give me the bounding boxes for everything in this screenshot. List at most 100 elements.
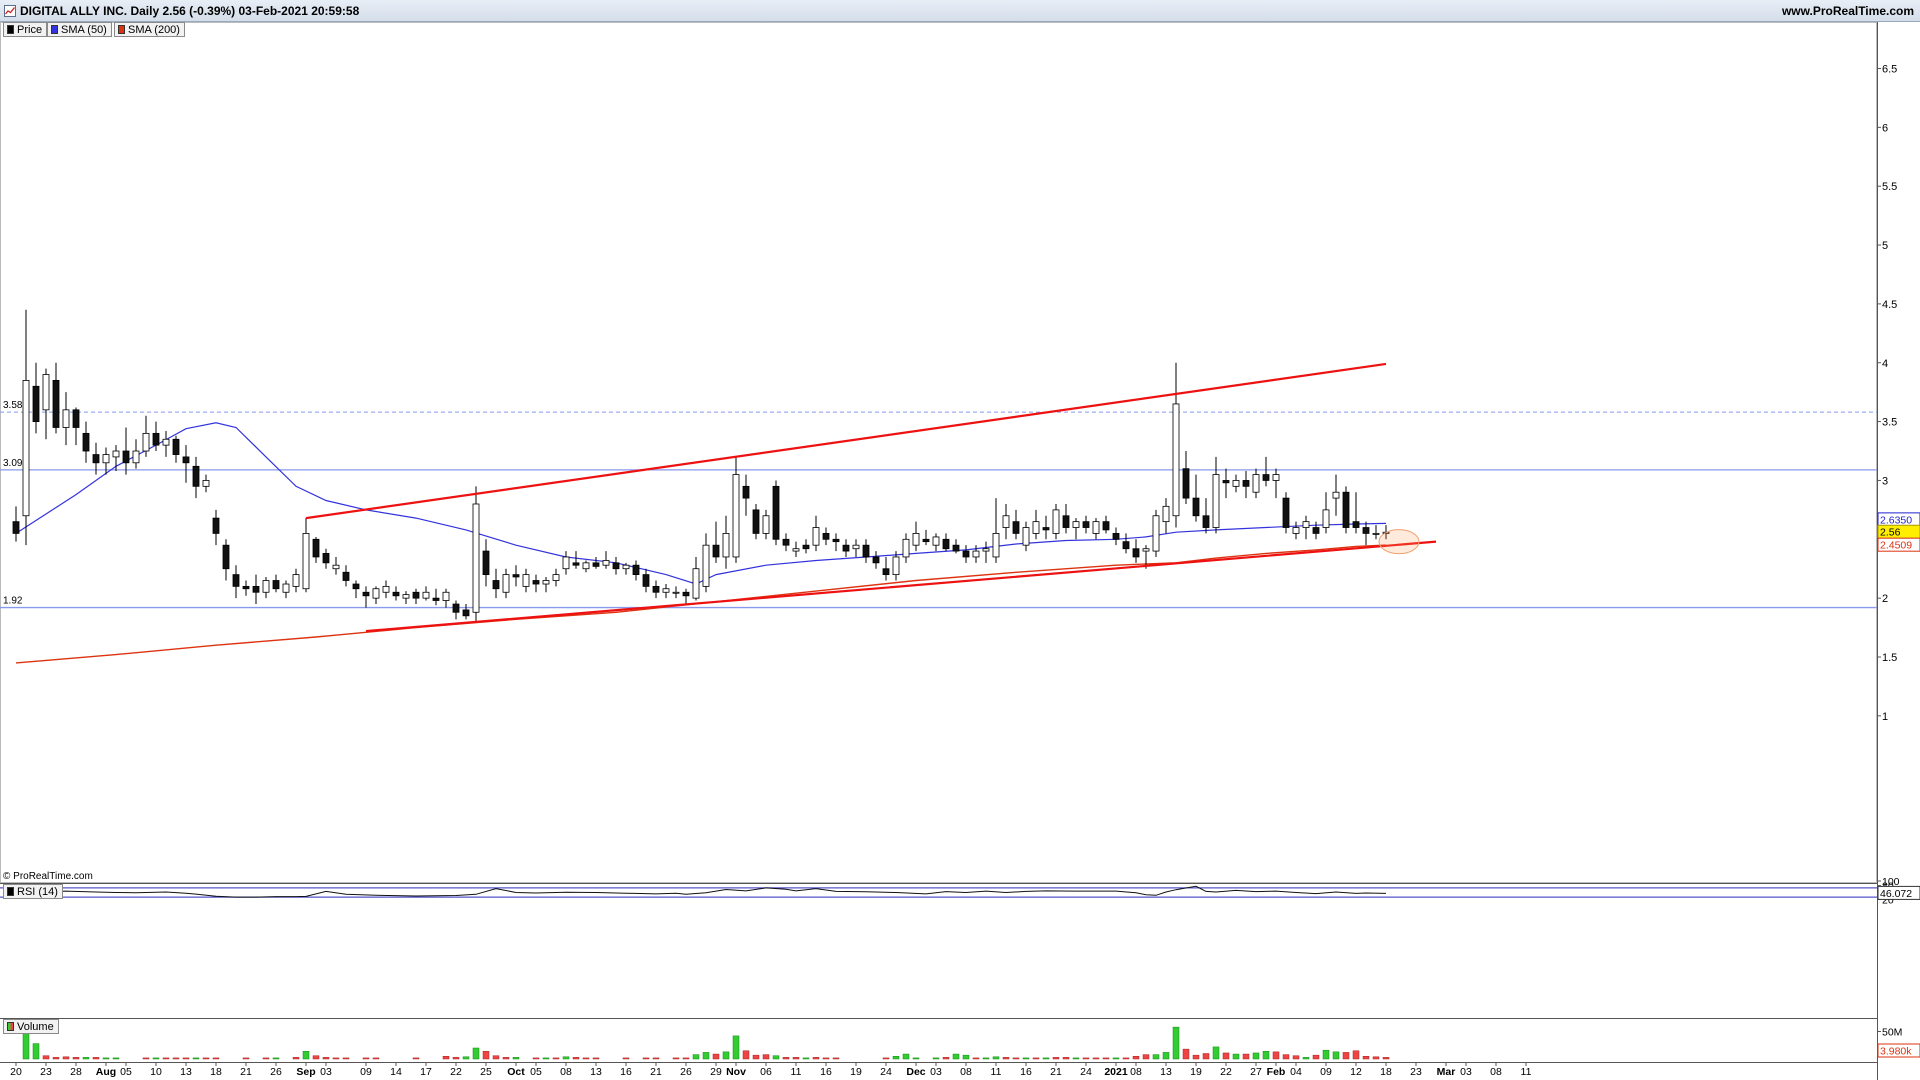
x-tick-label: 26 xyxy=(270,1066,282,1078)
x-tick-label: Feb xyxy=(1267,1066,1286,1078)
candlestick xyxy=(392,591,400,597)
volume-bar xyxy=(192,1057,200,1060)
x-tick-label: 11 xyxy=(1521,1066,1532,1078)
volume-bar xyxy=(762,1054,770,1060)
candlestick xyxy=(1232,480,1240,487)
x-tick-label: 06 xyxy=(760,1066,772,1078)
y-tick-label: 6.5 xyxy=(1882,64,1897,76)
candlestick xyxy=(1252,474,1260,493)
volume-bar xyxy=(1192,1054,1200,1060)
candlestick xyxy=(1342,491,1350,528)
volume-bar xyxy=(902,1053,910,1060)
x-tick-label: Dec xyxy=(906,1066,925,1078)
candlestick xyxy=(152,432,160,446)
volume-bar xyxy=(532,1057,540,1060)
candlestick xyxy=(262,580,270,593)
candlestick xyxy=(872,556,880,564)
volume-bar xyxy=(752,1054,760,1060)
y-tick-label: 2 xyxy=(1882,593,1888,605)
sma50-line xyxy=(15,422,1387,585)
rsi-value-label: 46.072 xyxy=(1880,888,1912,900)
candlestick xyxy=(492,580,500,590)
volume-bar xyxy=(832,1057,840,1060)
volume-bar xyxy=(302,1051,310,1060)
candlestick xyxy=(32,385,40,423)
x-tick-label: 28 xyxy=(70,1066,82,1078)
y-tick-label: 6 xyxy=(1882,122,1888,134)
y-tick-label: 3.5 xyxy=(1882,417,1897,429)
chart-area[interactable]: 11.522.533.544.555.566.577.53.583.091.92… xyxy=(0,22,1920,1080)
volume-bar xyxy=(1322,1049,1330,1060)
volume-bar xyxy=(672,1057,680,1060)
x-tick-label: 24 xyxy=(880,1066,892,1078)
y-tick-label: 5 xyxy=(1882,240,1888,252)
volume-bar xyxy=(642,1057,650,1060)
legend-price[interactable]: Price xyxy=(3,22,48,37)
legend-sma200[interactable]: SMA (200) xyxy=(114,22,185,37)
candlestick xyxy=(422,591,430,599)
legend-price-label: Price xyxy=(17,24,43,36)
x-tick-label: 12 xyxy=(1350,1066,1362,1078)
candlestick xyxy=(52,380,60,428)
candlestick xyxy=(1152,515,1160,552)
candlestick xyxy=(652,585,660,593)
volume-bar xyxy=(172,1057,180,1060)
x-tick-label: 26 xyxy=(680,1066,692,1078)
candlestick xyxy=(552,574,560,581)
volume-bar xyxy=(1292,1055,1300,1060)
candlestick xyxy=(632,564,640,576)
trendline xyxy=(305,362,1387,520)
candlestick xyxy=(42,374,50,411)
volume-bar xyxy=(712,1053,720,1060)
candlestick xyxy=(592,562,600,567)
candlestick xyxy=(292,574,300,587)
horizontal-level-label: 3.58 xyxy=(3,400,23,411)
x-tick-label: 04 xyxy=(1290,1066,1302,1078)
candlestick xyxy=(1282,497,1290,528)
volume-bar xyxy=(92,1057,100,1060)
candlestick xyxy=(1142,548,1150,552)
legend-sma50[interactable]: SMA (50) xyxy=(47,22,112,37)
volume-bar xyxy=(772,1055,780,1060)
candlestick xyxy=(532,580,540,585)
trendline xyxy=(365,540,1437,633)
volume-bar xyxy=(152,1057,160,1060)
candlestick xyxy=(472,503,480,613)
volume-bar xyxy=(562,1056,570,1060)
candlestick xyxy=(1332,491,1340,499)
candlestick xyxy=(942,538,950,550)
volume-bar xyxy=(1092,1057,1100,1060)
legend-sma50-label: SMA (50) xyxy=(61,24,107,36)
volume-bar xyxy=(1002,1057,1010,1060)
volume-bar xyxy=(272,1057,280,1060)
copyright-label: © ProRealTime.com xyxy=(3,871,93,882)
candlestick xyxy=(992,533,1000,558)
candlestick xyxy=(1082,521,1090,528)
volume-bar xyxy=(1062,1057,1070,1060)
candlestick xyxy=(482,550,490,576)
candlestick xyxy=(1372,533,1380,535)
candlestick xyxy=(322,553,330,564)
x-tick-label: 09 xyxy=(1320,1066,1332,1078)
candlestick xyxy=(72,409,80,428)
candlestick xyxy=(1362,527,1370,534)
candlestick xyxy=(922,538,930,543)
sma50-value-label: 2.6350 xyxy=(1880,514,1912,526)
legend-rsi[interactable]: RSI (14) xyxy=(3,884,63,899)
volume-bar xyxy=(482,1051,490,1060)
x-tick-label: 19 xyxy=(1190,1066,1202,1078)
x-tick-label: Oct xyxy=(507,1066,525,1078)
candlestick xyxy=(432,597,440,601)
x-tick-label: 25 xyxy=(480,1066,492,1078)
candlestick xyxy=(1242,480,1250,487)
volume-bar xyxy=(1372,1056,1380,1060)
volume-bar xyxy=(682,1057,690,1060)
volume-bar xyxy=(1202,1053,1210,1060)
volume-bar xyxy=(462,1056,470,1060)
legend-volume[interactable]: Volume xyxy=(3,1019,59,1034)
legend-rsi-label: RSI (14) xyxy=(17,886,58,898)
candlestick xyxy=(902,538,910,558)
volume-bar xyxy=(782,1057,790,1060)
candlestick xyxy=(1032,521,1040,534)
candlestick xyxy=(512,574,520,578)
